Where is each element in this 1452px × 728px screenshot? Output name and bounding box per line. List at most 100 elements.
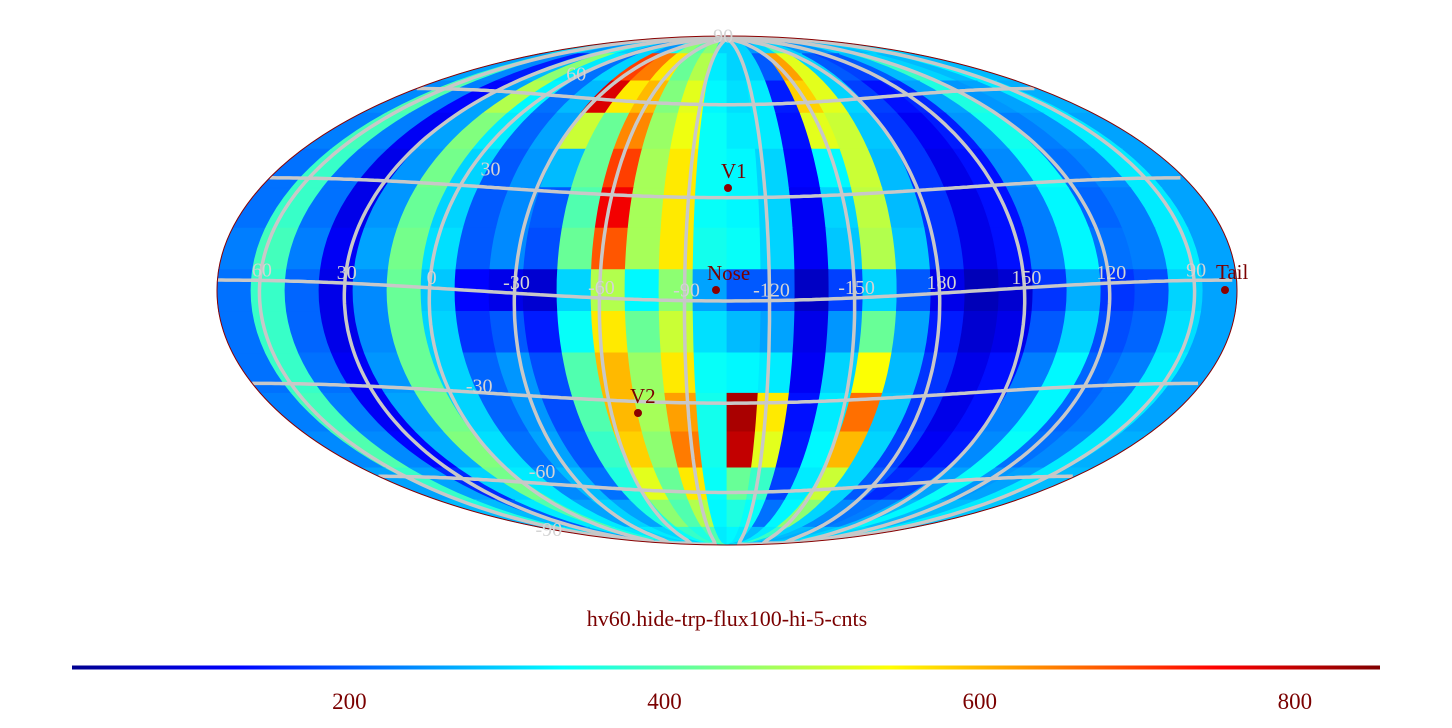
heatmap-cell bbox=[726, 392, 759, 433]
graticule-label: 60 bbox=[566, 64, 586, 86]
marker-tail: Tail bbox=[1216, 260, 1249, 294]
graticule-label: -30 bbox=[503, 272, 530, 294]
heatmap-cell bbox=[591, 310, 629, 354]
graticule-parallel bbox=[217, 278, 940, 303]
heatmap-cell bbox=[891, 310, 931, 354]
marker-v1-dot bbox=[724, 184, 732, 192]
heatmap-cell bbox=[726, 352, 761, 394]
heatmap-cell bbox=[693, 187, 728, 229]
heatmap-cell bbox=[757, 352, 794, 394]
heatmap-cell bbox=[658, 227, 695, 271]
heatmap-cell bbox=[352, 269, 389, 312]
graticule-parallel bbox=[269, 176, 919, 200]
heatmap-cell bbox=[695, 392, 728, 433]
heatmap-cell bbox=[624, 269, 660, 312]
heatmap-cell bbox=[726, 310, 762, 354]
graticule-label: 30 bbox=[337, 262, 357, 284]
heatmap-cell bbox=[627, 187, 666, 229]
heatmap-cell bbox=[557, 227, 596, 271]
heatmap-cell bbox=[660, 187, 697, 229]
colorbar-ticks: 200 400 600 800 bbox=[332, 689, 1312, 714]
heatmap-cell bbox=[698, 112, 728, 150]
map-outline bbox=[216, 35, 1238, 546]
chart-title: hv60.hide-trp-flux100-hi-5-cnts bbox=[587, 606, 867, 631]
heatmap-cell bbox=[523, 227, 563, 271]
heatmap-cell bbox=[660, 352, 697, 394]
heatmap-cell bbox=[788, 187, 827, 229]
marker-v2-label: V2 bbox=[630, 384, 656, 408]
marker-v2: V2 bbox=[630, 384, 656, 417]
heatmap-cell bbox=[693, 352, 728, 394]
heatmap-cell bbox=[726, 112, 756, 150]
heatmap-cell bbox=[556, 269, 592, 312]
heatmap-cell bbox=[825, 227, 863, 271]
graticule-label: 0 bbox=[427, 267, 437, 289]
graticule-label: 30 bbox=[481, 158, 501, 180]
graticule-label: -90 bbox=[673, 280, 700, 302]
colorbar-tick-label: 800 bbox=[1278, 689, 1313, 714]
heatmap-cell bbox=[624, 227, 662, 271]
heatmap-cell bbox=[891, 227, 931, 271]
marker-v1: V1 bbox=[721, 159, 747, 192]
colorbar-tick-label: 600 bbox=[962, 689, 997, 714]
heatmap-cell bbox=[284, 269, 321, 312]
marker-nose-label: Nose bbox=[707, 261, 750, 285]
heatmap-cell bbox=[757, 187, 794, 229]
heatmap-cell bbox=[792, 227, 830, 271]
graticule-label: -120 bbox=[753, 280, 790, 302]
graticule-label: 90 bbox=[713, 26, 733, 48]
graticule-label: 60 bbox=[252, 259, 272, 281]
heatmap-cell bbox=[489, 310, 530, 354]
heatmap-cell bbox=[386, 269, 423, 312]
graticule-label: -30 bbox=[466, 376, 493, 398]
heatmap-cell bbox=[792, 310, 830, 354]
marker-nose-dot bbox=[712, 286, 720, 294]
marker-tail-dot bbox=[1221, 286, 1229, 294]
graticule-label: -60 bbox=[588, 277, 615, 299]
heatmap-cell bbox=[692, 310, 728, 354]
graticule-parallel bbox=[939, 278, 1233, 295]
heatmap-cell bbox=[726, 431, 756, 469]
heatmap-cell bbox=[591, 227, 629, 271]
heatmap-cell bbox=[788, 352, 827, 394]
heatmap-cell bbox=[664, 392, 700, 433]
colorbar bbox=[72, 665, 1380, 670]
heatmap-cell bbox=[624, 310, 662, 354]
graticule-parallel bbox=[378, 474, 873, 495]
heatmap-cell bbox=[698, 431, 728, 469]
graticule-parallel bbox=[917, 176, 1181, 193]
graticule-label: -90 bbox=[535, 519, 562, 541]
marker-nose: Nose bbox=[707, 261, 750, 294]
heatmap-cells bbox=[216, 35, 1238, 546]
graticule-parallel bbox=[416, 86, 858, 107]
graticule-label: 90 bbox=[1186, 259, 1206, 281]
graticule-labels: 60 30 0 -30 -60 -90 -120 -150 180 150 120 90 90 60 30 -… bbox=[252, 26, 1206, 541]
heatmap-cell bbox=[557, 310, 596, 354]
graticule-parallel bbox=[252, 381, 926, 405]
graticule-parallel bbox=[924, 381, 1198, 398]
graticule-label: 150 bbox=[1011, 267, 1041, 289]
heatmap-cell bbox=[858, 310, 897, 354]
heatmap-cell bbox=[216, 269, 254, 312]
heatmap-cell bbox=[658, 310, 695, 354]
heatmap-cell bbox=[1133, 269, 1170, 312]
heatmap-cell bbox=[858, 227, 897, 271]
heatmap-cell bbox=[924, 310, 965, 354]
graticule-label: 180 bbox=[927, 272, 957, 294]
marker-v1-label: V1 bbox=[721, 159, 747, 183]
heatmap-cell bbox=[759, 227, 796, 271]
graticule bbox=[217, 36, 1233, 545]
heatmap-cell bbox=[759, 310, 796, 354]
colorbar-tick-label: 200 bbox=[332, 689, 367, 714]
graticule-label: -150 bbox=[838, 277, 875, 299]
graticule-label: -60 bbox=[529, 461, 556, 483]
marker-tail-label: Tail bbox=[1216, 260, 1249, 284]
graticule-parallel bbox=[857, 86, 1035, 101]
graticule-parallel bbox=[871, 474, 1073, 489]
heatmap-cell bbox=[794, 269, 830, 312]
heatmap-cell bbox=[726, 187, 761, 229]
heatmap-cell bbox=[825, 310, 863, 354]
graticule-label: 120 bbox=[1096, 262, 1126, 284]
marker-v2-dot bbox=[634, 409, 642, 417]
